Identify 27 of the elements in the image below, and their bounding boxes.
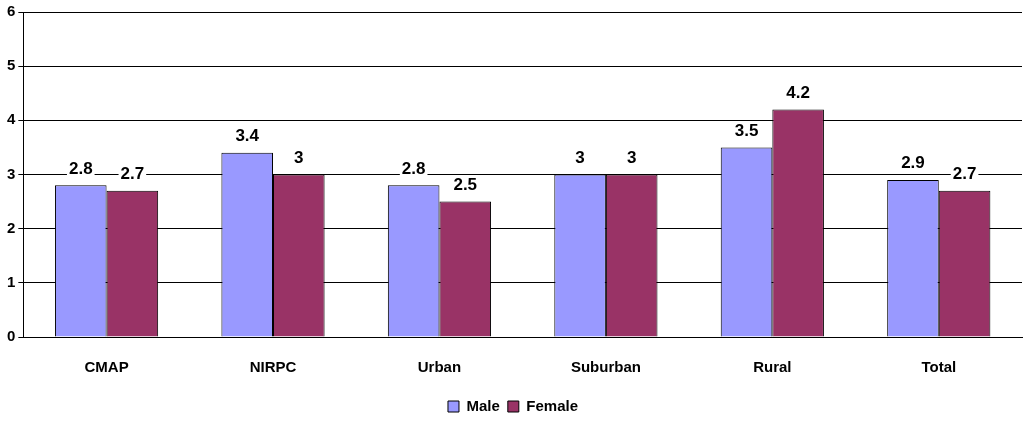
legend-label: Male	[466, 396, 500, 414]
y-tick-label: 2	[7, 218, 16, 236]
x-tick-label: NIRPC	[249, 358, 297, 376]
y-tick-label: 5	[7, 56, 16, 74]
data-label: 3	[294, 147, 304, 167]
y-tick-label: 0	[7, 327, 16, 345]
data-label: 2.7	[952, 163, 977, 183]
data-label: 2.7	[120, 163, 145, 183]
x-tick-label: Suburban	[570, 358, 641, 376]
y-tick-label: 4	[7, 110, 16, 128]
x-tick-label: Rural	[753, 358, 792, 376]
x-tick-label: Urban	[417, 358, 462, 376]
y-tick-label: 1	[7, 272, 16, 290]
data-label: 2.8	[401, 158, 426, 178]
x-tick-label: Total	[921, 358, 957, 376]
data-label: 3.4	[235, 126, 260, 146]
legend-label: Female	[526, 396, 579, 414]
data-label: 3	[626, 147, 637, 167]
x-tick-label: CMAP	[84, 358, 129, 376]
data-label: 3	[575, 147, 585, 167]
y-tick-label: 3	[7, 164, 16, 182]
data-label: 4.2	[786, 82, 810, 102]
data-label: 2.8	[68, 158, 93, 178]
data-label: 2.5	[453, 174, 478, 194]
data-label: 2.9	[901, 153, 925, 173]
y-tick-label: 6	[7, 2, 16, 20]
data-label: 3.5	[734, 120, 759, 140]
